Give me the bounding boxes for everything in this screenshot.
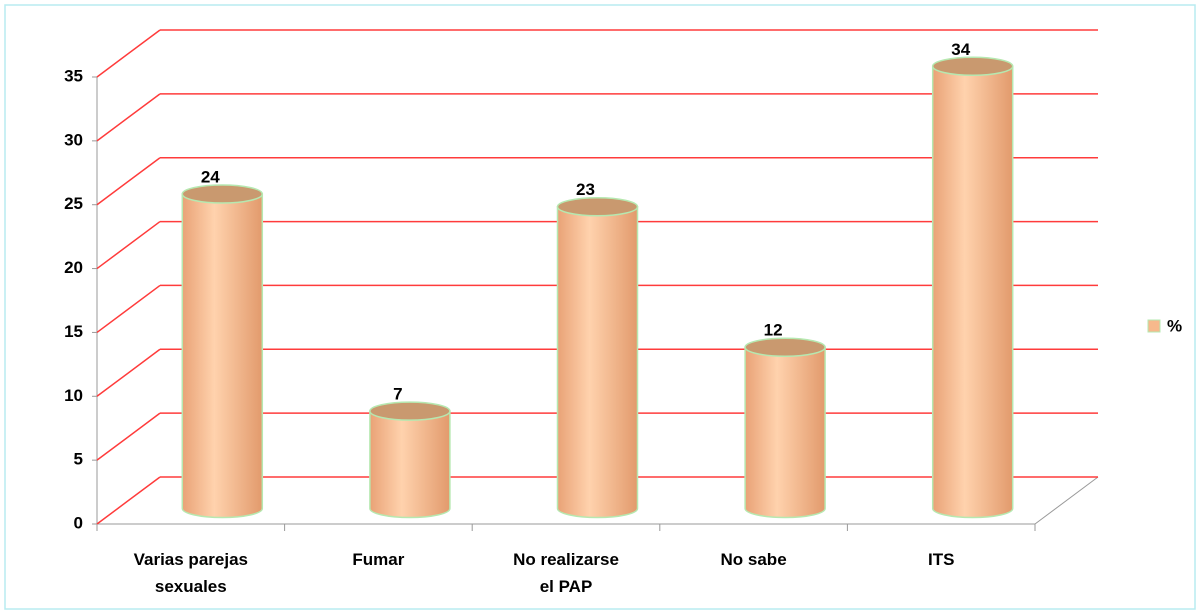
data-label: 24 (201, 167, 220, 186)
cylinder-top (931, 56, 1014, 77)
data-label: 7 (393, 385, 402, 404)
grid-line (96, 220, 161, 270)
grid-line (96, 93, 161, 142)
y-tick-label: 0 (74, 513, 83, 532)
y-tick-label: 15 (64, 322, 83, 341)
cylinder-body (181, 193, 264, 519)
bar (556, 197, 639, 519)
bar (181, 184, 264, 519)
y-tick-label: 20 (64, 258, 83, 277)
cylinder-top (556, 197, 639, 217)
y-tick-label: 5 (74, 450, 83, 469)
grid-line (96, 284, 161, 334)
data-label: 34 (951, 40, 970, 59)
grid-line (96, 412, 161, 461)
x-tick-label: Fumar (352, 550, 404, 569)
x-tick-label: No realizarse el PAP (513, 550, 619, 596)
legend-swatch (1147, 319, 1161, 333)
bar (931, 56, 1014, 519)
grid-line (96, 476, 161, 525)
y-tick-label: 25 (64, 194, 83, 213)
legend-label: % (1167, 316, 1182, 335)
cylinder-top (744, 337, 826, 357)
y-tick-label: 30 (64, 130, 83, 149)
cylinder-body (369, 410, 451, 519)
cylinder-top (181, 184, 264, 204)
grid-line (96, 157, 161, 206)
y-tick-label: 35 (64, 66, 83, 85)
floor-edge (1034, 476, 1099, 525)
x-tick-label: Varias parejas sexuales (134, 550, 248, 596)
y-tick-label: 10 (64, 386, 83, 405)
bar (744, 337, 826, 519)
x-tick-label: ITS (928, 550, 954, 569)
data-label: 23 (576, 180, 595, 199)
data-label: 12 (764, 321, 783, 340)
grid-line (96, 29, 161, 78)
x-tick-label: No sabe (721, 550, 787, 569)
cylinder-top (369, 401, 451, 421)
cylinder-body (744, 346, 826, 519)
cylinder-body (931, 65, 1014, 519)
cylinder-body (556, 206, 639, 519)
grid-line (96, 348, 161, 397)
bar (369, 401, 451, 519)
